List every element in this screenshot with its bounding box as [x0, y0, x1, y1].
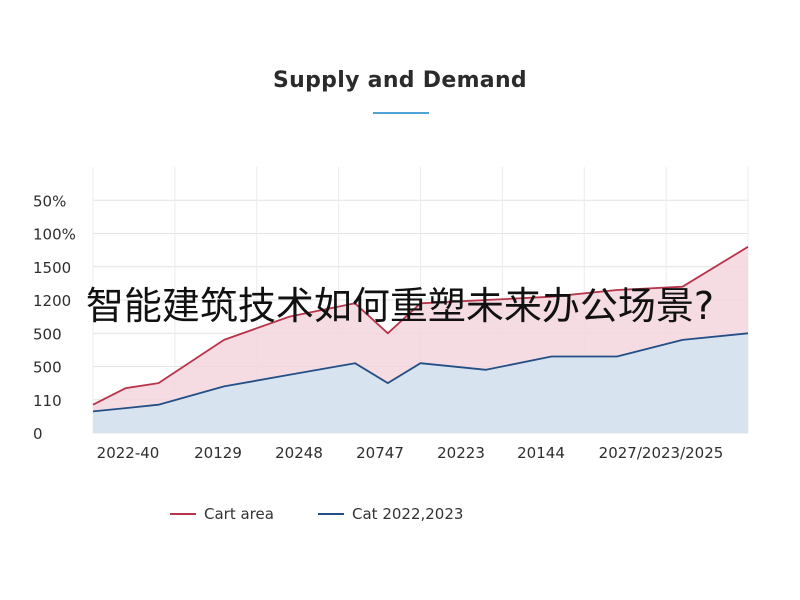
x-axis-ticks: 2022-40 20129 20248 20747 20223 20144 2027/202…: [97, 444, 724, 462]
series-line-1: [92, 332, 749, 413]
y-tick-label: 1200: [33, 292, 71, 310]
x-tick-label: 20248: [275, 444, 323, 462]
chart-title: Supply and Demand: [273, 68, 527, 93]
x-tick-label: 20129: [194, 444, 242, 462]
x-tick-label: 2022-40: [97, 444, 160, 462]
y-tick-label: 500: [33, 325, 62, 343]
y-tick-label: 100%: [33, 226, 76, 244]
x-tick-label: 2027/2023/2025: [599, 444, 724, 462]
y-tick-label: 1500: [33, 259, 71, 277]
y-tick-label: 50%: [33, 192, 66, 210]
title-underline: [373, 112, 429, 114]
chart-lines: [92, 246, 749, 413]
series-line-0: [92, 246, 749, 406]
x-tick-label: 20144: [517, 444, 565, 462]
chart-legend: Cart area Cat 2022,2023: [170, 505, 463, 523]
y-tick-label: 110: [33, 392, 62, 410]
series-area-1: [93, 333, 748, 433]
y-axis-ticks: 0 110 500 500 1200 1500 100% 50%: [33, 192, 76, 443]
x-tick-label: 20747: [356, 444, 404, 462]
y-tick-label: 0: [33, 425, 43, 443]
legend-label-1: Cat 2022,2023: [352, 505, 463, 523]
legend-label-0: Cart area: [204, 505, 274, 523]
x-tick-label: 20223: [437, 444, 485, 462]
overlay-caption: 智能建筑技术如何重塑未来办公场景?: [85, 284, 715, 328]
y-tick-label: 500: [33, 359, 62, 377]
